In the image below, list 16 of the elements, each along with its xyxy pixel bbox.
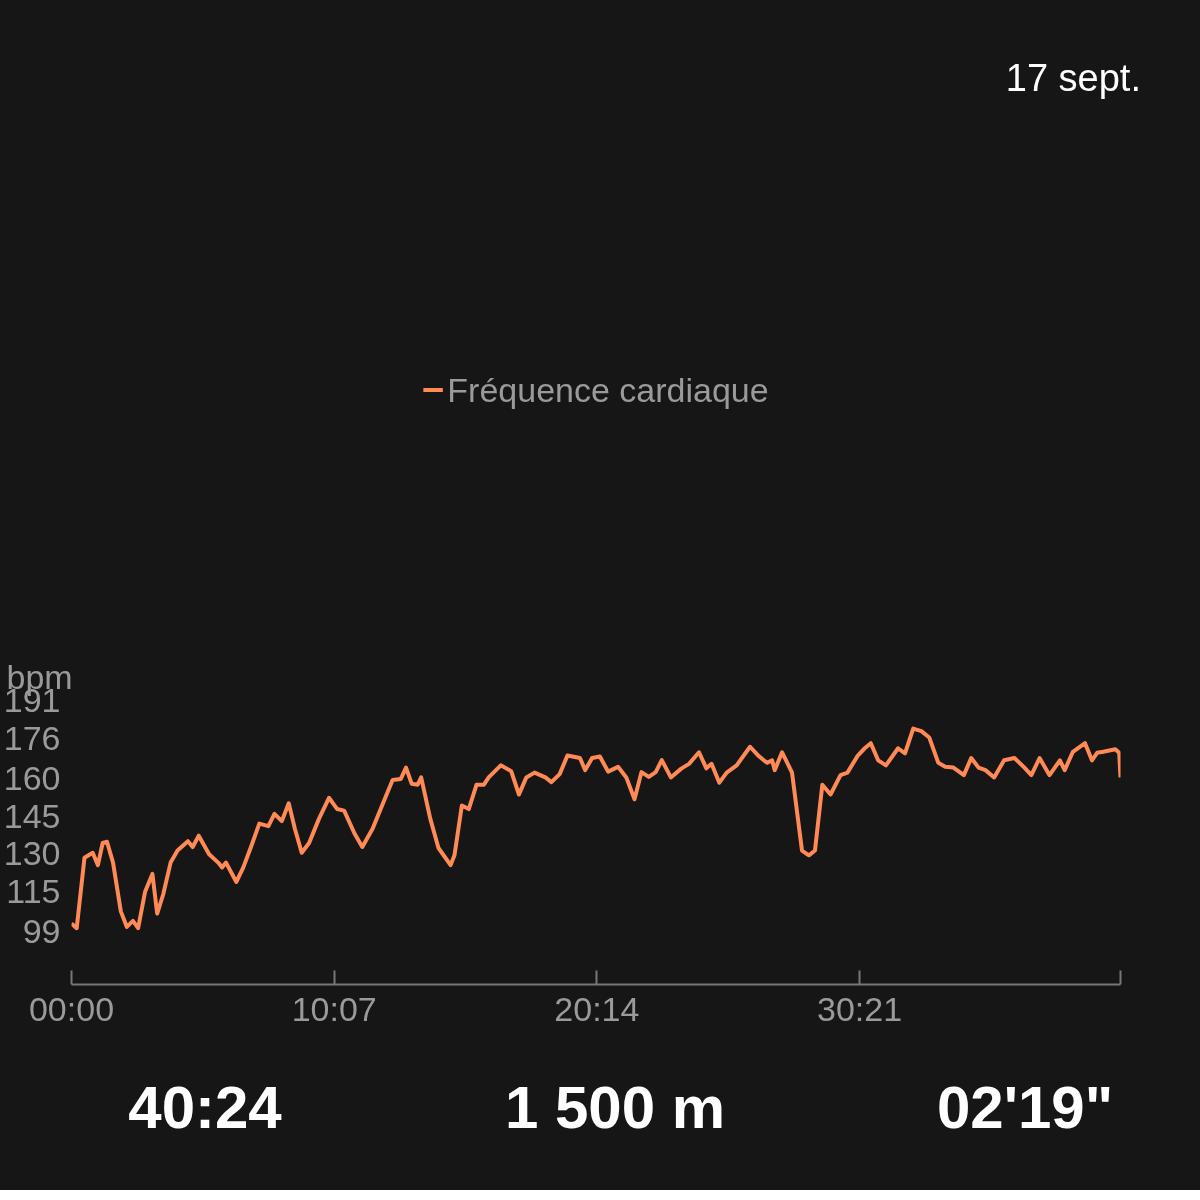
line-series (71, 726, 1121, 931)
text: 02'19" (936, 1073, 1114, 1143)
y-tick-label: 115 (6, 872, 61, 911)
x-tick-label: 30:21 (817, 989, 903, 1028)
x-tick-label: 20:14 (554, 989, 640, 1028)
chart-subtitle: 17 sept. (1005, 56, 1141, 101)
y-tick-label: 145 (3, 796, 61, 835)
y-tick-label: 176 (3, 718, 61, 757)
x-tick-label: 10:07 (291, 989, 377, 1028)
y-tick-label: 130 (3, 834, 61, 873)
x-tick-label: 00:00 (28, 989, 115, 1028)
y-tick-label: 99 (22, 912, 61, 951)
text: 40:24 (128, 1073, 282, 1143)
y-tick-label: 160 (3, 758, 61, 797)
legend-label: Fréquence cardiaque (447, 370, 769, 410)
text: 1 500 m (504, 1073, 726, 1143)
